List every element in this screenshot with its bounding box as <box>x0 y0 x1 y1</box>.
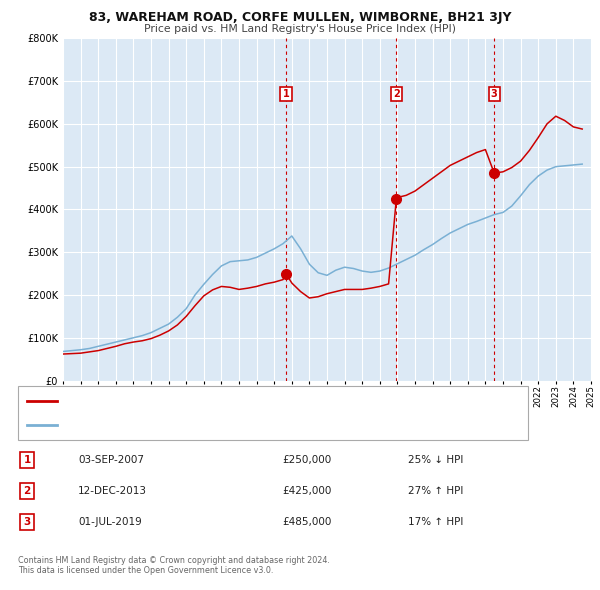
Text: 83, WAREHAM ROAD, CORFE MULLEN, WIMBORNE, BH21 3JY: 83, WAREHAM ROAD, CORFE MULLEN, WIMBORNE… <box>89 11 511 24</box>
Text: 1: 1 <box>283 89 289 99</box>
Text: HPI: Average price, detached house, Dorset: HPI: Average price, detached house, Dors… <box>63 420 271 429</box>
Text: £425,000: £425,000 <box>282 486 331 496</box>
Text: 03-SEP-2007: 03-SEP-2007 <box>78 455 144 465</box>
Text: 3: 3 <box>23 517 31 527</box>
Text: £250,000: £250,000 <box>282 455 331 465</box>
Text: 27% ↑ HPI: 27% ↑ HPI <box>408 486 463 496</box>
Text: Price paid vs. HM Land Registry's House Price Index (HPI): Price paid vs. HM Land Registry's House … <box>144 24 456 34</box>
Text: 12-DEC-2013: 12-DEC-2013 <box>78 486 147 496</box>
Text: 1: 1 <box>23 455 31 465</box>
Text: 2: 2 <box>393 89 400 99</box>
Text: 25% ↓ HPI: 25% ↓ HPI <box>408 455 463 465</box>
Text: Contains HM Land Registry data © Crown copyright and database right 2024.
This d: Contains HM Land Registry data © Crown c… <box>18 556 330 575</box>
Text: 83, WAREHAM ROAD, CORFE MULLEN, WIMBORNE, BH21 3JY (detached house): 83, WAREHAM ROAD, CORFE MULLEN, WIMBORNE… <box>63 397 436 406</box>
Text: 3: 3 <box>491 89 497 99</box>
Text: 17% ↑ HPI: 17% ↑ HPI <box>408 517 463 527</box>
Text: 2: 2 <box>23 486 31 496</box>
Text: 01-JUL-2019: 01-JUL-2019 <box>78 517 142 527</box>
Text: £485,000: £485,000 <box>282 517 331 527</box>
